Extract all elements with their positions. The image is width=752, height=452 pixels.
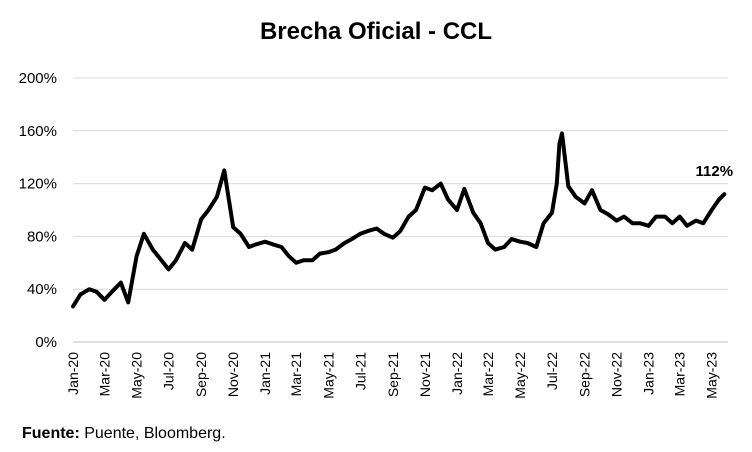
x-tick-label: Jan-23 [641, 352, 657, 395]
x-tick-label: May-23 [704, 352, 720, 399]
x-tick-label: Nov-22 [609, 352, 625, 397]
source-note: Fuente: Puente, Bloomberg. [22, 425, 226, 443]
x-tick-label: Mar-22 [480, 352, 496, 397]
x-tick-label: May-20 [129, 352, 145, 399]
x-tick-label: Sep-22 [577, 352, 593, 397]
x-tick-label: Sep-20 [193, 352, 209, 397]
x-tick-label: Jul-22 [544, 352, 560, 390]
x-tick-label: Jan-22 [449, 352, 465, 395]
chart-title: Brecha Oficial - CCL [259, 18, 493, 45]
x-tick-label: Mar-23 [672, 352, 688, 397]
x-tick-label: May-21 [320, 352, 336, 399]
x-tick-label: May-22 [512, 352, 528, 399]
x-tick-label: Jan-21 [257, 352, 273, 395]
x-tick-label: Mar-21 [288, 352, 304, 397]
y-tick-label: 160% [19, 123, 57, 140]
y-tick-label: 40% [27, 281, 57, 298]
y-tick-label: 120% [19, 176, 57, 193]
x-tick-label: Jan-20 [65, 352, 81, 395]
series-line [71, 131, 727, 309]
source-text: Puente, Bloomberg. [79, 425, 226, 442]
x-tick-label: Mar-20 [97, 352, 113, 397]
x-tick-label: Sep-21 [385, 352, 401, 397]
x-tick-label: Jul-20 [161, 352, 177, 390]
y-tick-label: 80% [27, 228, 57, 245]
y-tick-label: 0% [35, 334, 57, 351]
last-value-annotation: 112% [696, 163, 734, 180]
x-tick-label: Nov-20 [225, 352, 241, 397]
x-tick-label: Nov-21 [417, 352, 433, 397]
x-tick-label: Jul-21 [352, 352, 368, 390]
y-tick-label: 200% [19, 70, 57, 87]
source-label: Fuente: [22, 425, 80, 442]
